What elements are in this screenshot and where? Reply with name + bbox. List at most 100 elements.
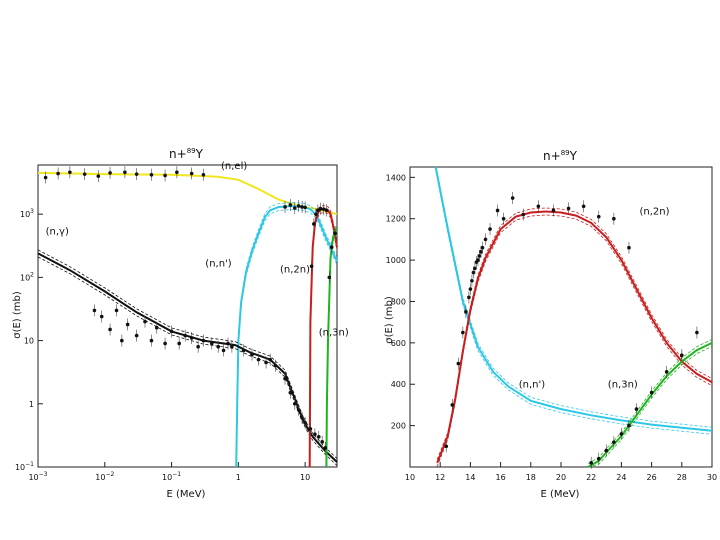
right-point-n-2n bbox=[450, 403, 455, 407]
left-axes-frame bbox=[37, 164, 338, 468]
left-point-n bbox=[273, 363, 278, 368]
left-y-tick-label: 1 bbox=[29, 400, 34, 409]
left-point-n-el bbox=[56, 171, 60, 176]
left-x-tick-label: 10−3 bbox=[28, 471, 47, 482]
left-point-n-el bbox=[163, 173, 167, 178]
left-plot-area bbox=[37, 164, 338, 468]
right-point-n-2n bbox=[501, 216, 506, 221]
left-annotation-n-2n: (n,2n) bbox=[280, 264, 310, 275]
left-point-n-3n bbox=[327, 275, 332, 280]
right-point-n-2n bbox=[566, 206, 571, 211]
left-y-tick-label: 103 bbox=[20, 208, 34, 219]
right-y-tick-label: 1400 bbox=[386, 173, 406, 182]
left-annotation-n-n: (n,n') bbox=[205, 258, 232, 269]
right-x-tick-label: 12 bbox=[435, 473, 445, 482]
left-series-group bbox=[37, 171, 338, 468]
right-point-n-2n bbox=[471, 270, 476, 275]
left-point-n bbox=[169, 329, 174, 334]
right-series-n-3n-band bbox=[587, 339, 713, 464]
left-point-n bbox=[313, 432, 317, 437]
right-x-tick-label: 14 bbox=[465, 473, 475, 482]
left-point-n bbox=[120, 338, 124, 343]
right-point-n-2n bbox=[521, 212, 526, 217]
right-point-n-2n bbox=[612, 216, 616, 221]
right-point-n-3n bbox=[596, 456, 601, 461]
left-point-n bbox=[201, 338, 206, 343]
right-x-tick-label: 10 bbox=[405, 473, 415, 482]
right-series-n-3n-line bbox=[587, 341, 713, 468]
right-point-n-2n bbox=[551, 208, 556, 213]
right-series-n-n-band bbox=[435, 170, 713, 435]
left-series-n-el-line bbox=[37, 171, 338, 216]
left-point-n-el bbox=[149, 172, 154, 177]
right-series-n-2n-band bbox=[436, 214, 713, 467]
right-point-n-2n bbox=[444, 444, 449, 449]
left-point-n-2n bbox=[324, 208, 329, 213]
left-point-n bbox=[292, 401, 297, 406]
right-x-tick-label: 18 bbox=[526, 473, 536, 482]
right-point-n-2n bbox=[495, 208, 500, 213]
left-point-n bbox=[209, 341, 214, 346]
right-y-axis-label: σ(E) (mb) bbox=[384, 296, 395, 344]
left-point-n bbox=[177, 341, 181, 346]
right-point-n-3n bbox=[649, 390, 654, 395]
left-point-n-el bbox=[82, 172, 87, 176]
right-point-n-2n bbox=[456, 361, 461, 366]
left-series-n-n-band bbox=[235, 209, 338, 468]
right-point-n-2n bbox=[467, 295, 471, 300]
left-point-n-el bbox=[43, 175, 48, 180]
left-measurements bbox=[43, 166, 337, 454]
right-measurements bbox=[444, 192, 699, 469]
left-series-n-n-band bbox=[235, 202, 338, 464]
left-point-n bbox=[283, 376, 287, 381]
left-point-n-3n bbox=[329, 245, 334, 250]
left-point-n bbox=[216, 344, 221, 349]
left-point-n-el bbox=[108, 171, 112, 175]
left-point-n bbox=[308, 427, 313, 431]
left-point-n-n bbox=[296, 204, 301, 208]
left-point-n bbox=[108, 327, 112, 332]
left-x-tick-label: 10−2 bbox=[95, 471, 114, 482]
right-x-axis-label: E (MeV) bbox=[541, 489, 580, 500]
right-series-n-n-band bbox=[435, 166, 713, 428]
right-series-n-2n-line bbox=[436, 210, 713, 464]
left-point-n-3n bbox=[333, 231, 337, 236]
left-series-n-line bbox=[37, 252, 338, 463]
left-y-tick-label: 102 bbox=[20, 271, 34, 282]
right-point-n-3n bbox=[604, 448, 609, 453]
left-series-n-2n-band bbox=[309, 212, 338, 468]
right-x-tick-label: 30 bbox=[707, 473, 717, 482]
right-series-group bbox=[434, 166, 713, 468]
left-y-tick-label: 10 bbox=[24, 337, 34, 346]
left-point-n bbox=[154, 325, 159, 330]
left-annotation-n-el: (n,el) bbox=[221, 161, 247, 172]
right-point-n-2n bbox=[464, 310, 468, 314]
right-point-n-2n bbox=[581, 204, 586, 209]
right-annotation-n-2n: (n,2n) bbox=[640, 207, 670, 218]
right-y-tick-label: 400 bbox=[391, 380, 406, 389]
left-series-n-band bbox=[37, 256, 338, 466]
left-point-n-2n bbox=[316, 208, 320, 213]
left-point-n bbox=[256, 357, 261, 362]
left-y-tick-label: 10−1 bbox=[15, 461, 34, 472]
right-annotation-n-n: (n,n') bbox=[519, 379, 546, 390]
left-point-n bbox=[316, 435, 321, 439]
left-point-n-n bbox=[288, 203, 293, 207]
left-point-n bbox=[264, 360, 268, 365]
left-chart-title-base: n+ bbox=[169, 147, 187, 161]
right-y-tick-label: 800 bbox=[391, 297, 406, 306]
left-point-n bbox=[183, 333, 187, 338]
left-point-n bbox=[230, 344, 234, 349]
right-point-n-2n bbox=[488, 227, 492, 231]
right-x-tick-label: 22 bbox=[586, 473, 596, 482]
right-point-n-3n bbox=[664, 370, 669, 374]
right-chart-title-super: 89 bbox=[561, 149, 570, 157]
left-y-axis-label: σ(E) (mb) bbox=[12, 291, 23, 339]
right-x-tick-label: 20 bbox=[556, 473, 566, 482]
left-point-n bbox=[143, 319, 147, 324]
left-annotation-n: (n,γ) bbox=[46, 226, 69, 237]
left-point-n bbox=[99, 314, 104, 319]
right-y-tick-label: 200 bbox=[391, 422, 406, 431]
left-point-n-2n bbox=[309, 264, 314, 269]
